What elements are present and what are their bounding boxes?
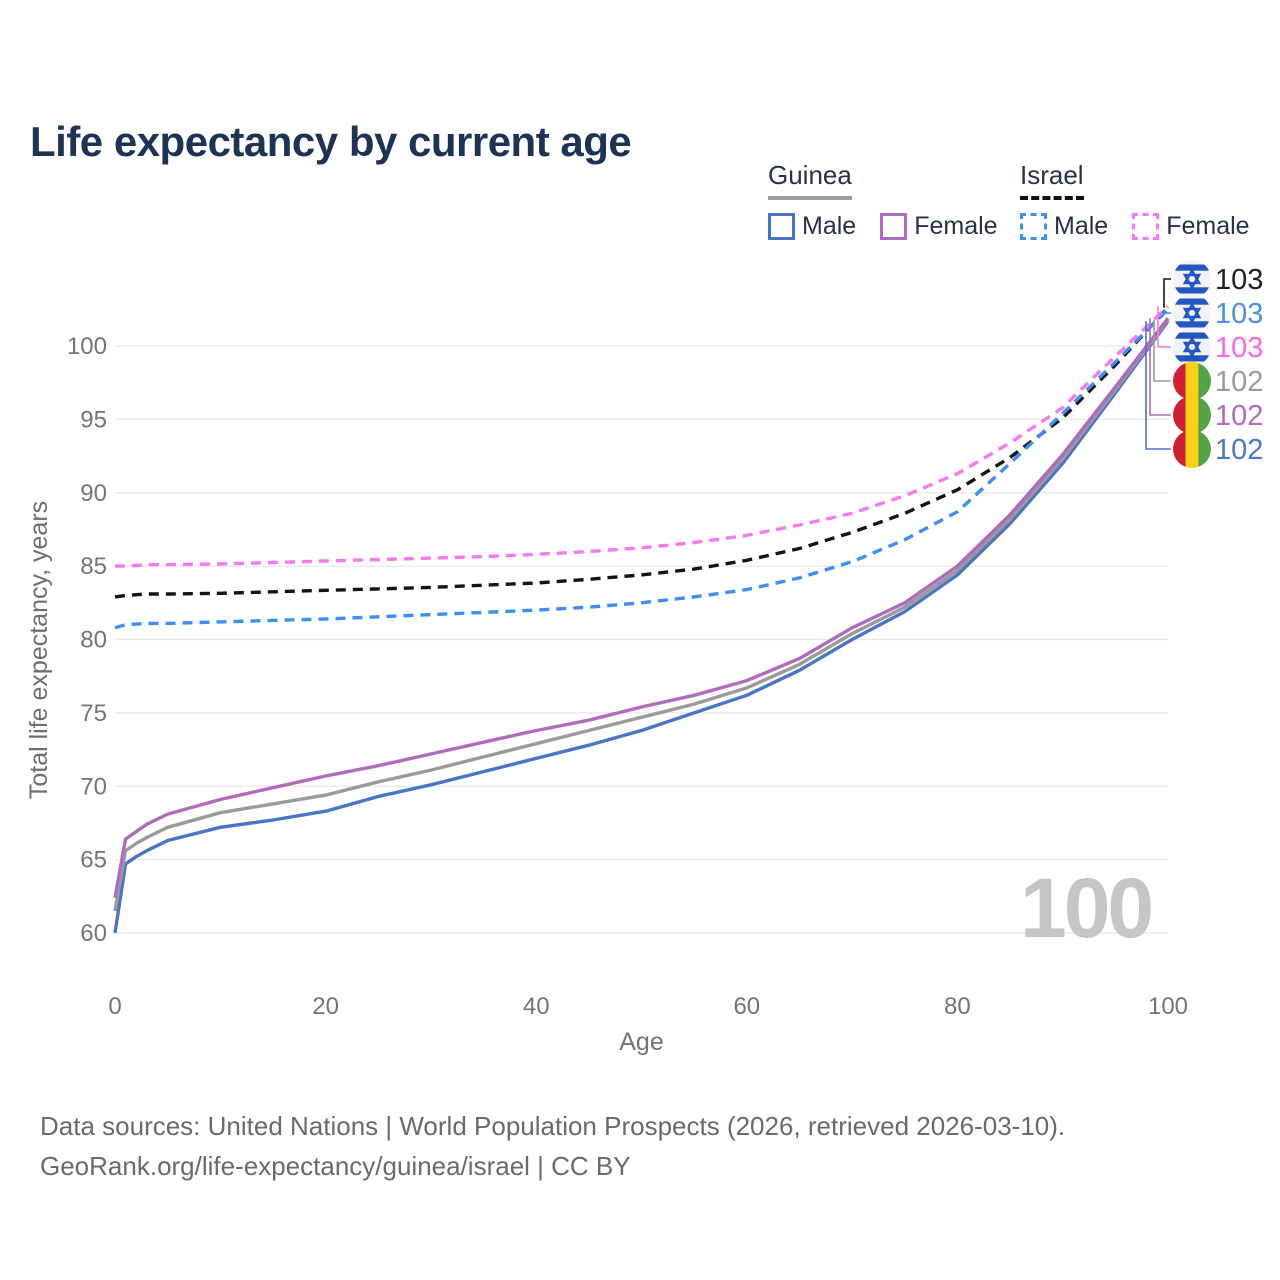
end-value-israel-both-sexes: 103 <box>1215 264 1263 296</box>
y-tick-75: 75 <box>80 700 107 727</box>
legend-item-israel-male[interactable]: Male <box>1020 212 1108 241</box>
y-tick-90: 90 <box>80 480 107 507</box>
series-line-guinea-male <box>113 320 1170 934</box>
source-line: Data sources: United Nations | World Pop… <box>40 1111 1066 1141</box>
flag-israel-icon <box>1173 260 1211 298</box>
legend-label: Male <box>802 212 857 240</box>
flag-israel-icon <box>1173 294 1211 332</box>
legend-title-israel: Israel <box>1020 160 1084 200</box>
end-value-israel-male: 103 <box>1215 298 1263 330</box>
legend-label: Female <box>914 212 998 240</box>
legend-row-israel: Male Female <box>1020 212 1250 241</box>
leader-line-guinea-both-sexes <box>1153 319 1171 382</box>
series-line-israel-male <box>114 308 1170 630</box>
x-tick-80: 80 <box>944 993 971 1020</box>
legend-row-guinea: Male Female <box>768 212 998 241</box>
y-tick-70: 70 <box>80 773 107 800</box>
legend-item-israel-female[interactable]: Female <box>1132 212 1250 241</box>
legend-group-israel: Israel Male Female <box>1020 160 1250 241</box>
series-line-guinea-female <box>113 317 1170 899</box>
source-note: Data sources: United Nations | World Pop… <box>40 1106 1065 1186</box>
legend-label: Male <box>1054 212 1109 240</box>
y-tick-65: 65 <box>80 847 107 874</box>
x-tick-40: 40 <box>523 993 550 1020</box>
flag-guinea-icon <box>1173 430 1211 468</box>
leader-line-israel-male <box>1163 309 1171 314</box>
series-line-israel-female <box>115 305 1170 568</box>
guinea-male-swatch-icon[interactable] <box>768 213 795 240</box>
end-value-guinea-female: 102 <box>1215 400 1263 432</box>
series-line-guinea-both-sexes <box>113 318 1170 912</box>
legend-item-guinea-male[interactable]: Male <box>768 212 856 241</box>
israel-male-swatch-icon[interactable] <box>1020 213 1047 240</box>
flag-guinea-icon <box>1173 362 1211 400</box>
x-tick-20: 20 <box>312 993 339 1020</box>
leader-line-guinea-female <box>1149 318 1171 416</box>
leader-line-israel-both-sexes <box>1163 278 1171 308</box>
legend-title-guinea: Guinea <box>768 160 852 200</box>
legend-label: Female <box>1166 212 1250 240</box>
x-axis-label: Age <box>619 1028 663 1056</box>
legend-group-guinea: Guinea Male Female <box>768 160 998 241</box>
flag-guinea-icon <box>1173 396 1211 434</box>
x-tick-0: 0 <box>108 993 121 1020</box>
y-tick-95: 95 <box>80 406 107 433</box>
flag-israel-icon <box>1173 328 1211 366</box>
guinea-female-swatch-icon[interactable] <box>880 213 908 240</box>
url-line: GeoRank.org/life-expectancy/guinea/israe… <box>40 1151 631 1181</box>
y-tick-60: 60 <box>80 920 107 947</box>
x-tick-100: 100 <box>1148 993 1188 1020</box>
end-value-guinea-male: 102 <box>1215 434 1263 466</box>
series-line-israel-both-sexes <box>114 306 1170 599</box>
leader-line-israel-female <box>1157 306 1171 348</box>
x-tick-60: 60 <box>733 993 760 1020</box>
y-tick-85: 85 <box>80 553 107 580</box>
y-tick-80: 80 <box>80 627 107 654</box>
leader-line-guinea-male <box>1145 321 1171 450</box>
end-value-guinea-both-sexes: 102 <box>1215 366 1263 398</box>
legend-item-guinea-female[interactable]: Female <box>880 212 998 241</box>
y-axis-label: Total life expectancy, years <box>25 501 53 799</box>
end-value-israel-female: 103 <box>1215 332 1263 364</box>
y-tick-100: 100 <box>67 333 107 360</box>
israel-female-swatch-icon[interactable] <box>1132 213 1160 240</box>
page-title: Life expectancy by current age <box>30 118 632 166</box>
